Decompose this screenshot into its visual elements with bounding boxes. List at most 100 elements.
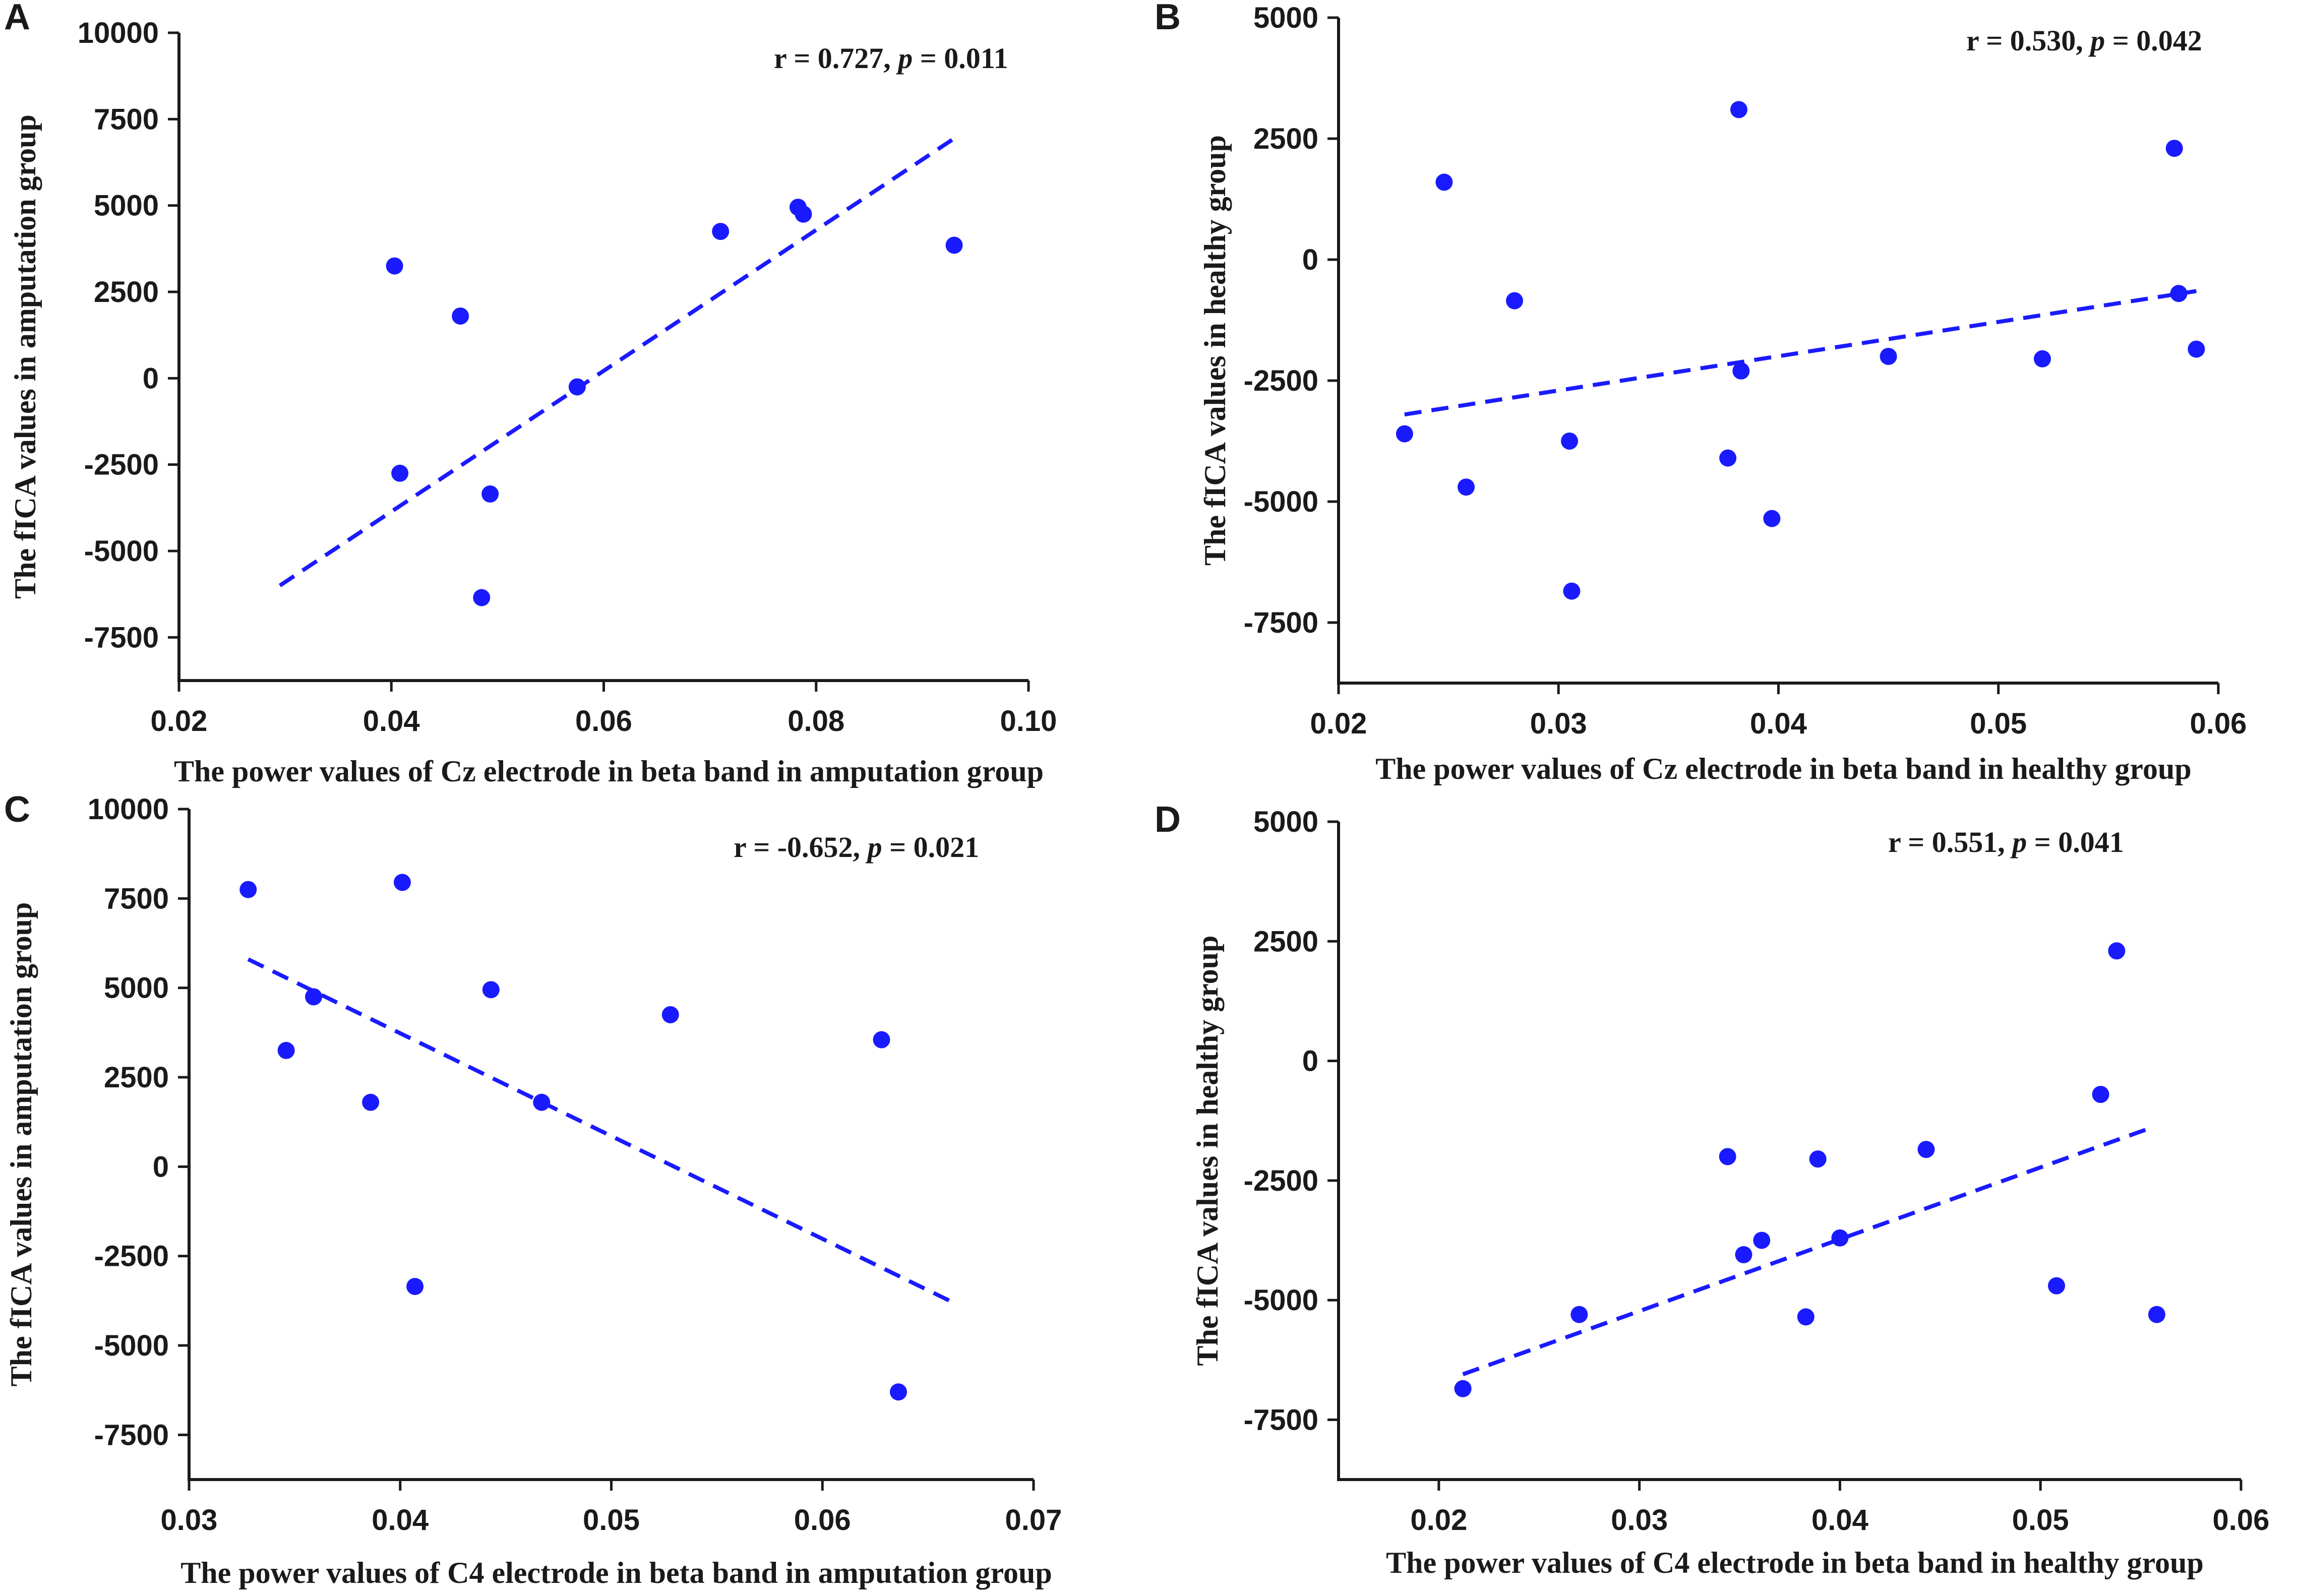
y-axis-title: The fICA values in healthy group [1198, 135, 1232, 566]
x-tick-label: 0.05 [583, 1504, 640, 1537]
y-tick-label: -5000 [1244, 1284, 1318, 1317]
y-tick-label: 0 [153, 1150, 169, 1183]
x-tick-label: 0.05 [1970, 707, 2027, 740]
y-tick-label: 7500 [94, 103, 159, 136]
panel-letter-b: B [1155, 0, 1181, 37]
x-tick-label: 0.02 [1410, 1504, 1467, 1537]
y-tick-label: 10000 [78, 17, 159, 49]
data-point [1809, 1150, 1827, 1168]
panel-letter-a: A [4, 0, 30, 37]
y-tick-label: -2500 [94, 1240, 169, 1273]
data-point [239, 881, 257, 898]
data-point [452, 307, 469, 325]
x-axis-title: The power values of Cz electrode in beta… [1375, 752, 2191, 785]
data-point [277, 1041, 295, 1059]
data-point [2148, 1306, 2165, 1323]
y-tick-label: 10000 [88, 793, 169, 826]
y-tick-label: -2500 [84, 449, 159, 481]
data-point [1506, 292, 1523, 310]
panel-d: D -7500 -5000 -2500 0 2500 5000 0.02 0.03 0.04 0.0… [1155, 800, 2269, 1579]
y-tick-label: -2500 [1244, 364, 1318, 397]
panel-c: C -7500 -5000 -2500 0 2500 5000 7500 10000 0.03 0.… [4, 789, 1062, 1589]
stat-r-value: r = -0.652, [734, 831, 868, 864]
y-tick-label: 0 [1302, 243, 1318, 276]
x-tick-label: 0.06 [2213, 1504, 2270, 1537]
data-point [1753, 1232, 1771, 1249]
data-point [473, 589, 491, 606]
data-point [1719, 1148, 1736, 1165]
data-point [393, 874, 411, 891]
x-tick-label: 0.04 [1750, 707, 1807, 740]
data-point [1763, 510, 1781, 527]
data-point [795, 205, 812, 223]
data-point [1880, 348, 1897, 365]
data-point [362, 1093, 380, 1111]
x-tick-label: 0.06 [2190, 707, 2247, 740]
panel-a: A -7500 -5000 -2500 0 2500 5000 7500 10000 0.02 0.… [4, 0, 1057, 788]
correlation-stat: r = 0.530, p = 0.042 [1966, 24, 2202, 57]
data-point [2108, 942, 2126, 960]
y-tick-label: 2500 [1253, 122, 1318, 155]
data-point [661, 1006, 679, 1023]
y-tick-label: -7500 [1244, 606, 1318, 639]
stat-p-value: = 0.041 [2027, 826, 2124, 858]
x-tick-label: 0.04 [372, 1504, 429, 1537]
stat-r-value: r = 0.530, [1966, 24, 2090, 57]
stat-r-value: r = 0.551, [1888, 826, 2012, 858]
stat-p-value: = 0.011 [913, 42, 1008, 75]
data-point [2188, 340, 2205, 358]
data-point [1730, 101, 1747, 118]
y-tick-label: -5000 [1244, 485, 1318, 518]
x-tick-label: 0.08 [788, 705, 844, 738]
panel-letter-d: D [1155, 800, 1181, 840]
x-tick-label: 0.06 [575, 705, 632, 738]
stat-p-symbol: p [895, 42, 913, 75]
y-tick-label: -5000 [84, 535, 159, 568]
correlation-stat: r = 0.551, p = 0.041 [1888, 826, 2124, 858]
data-point [2048, 1277, 2066, 1295]
data-point [1396, 425, 1413, 443]
data-point [1435, 173, 1453, 191]
data-point [533, 1093, 551, 1111]
data-point [568, 378, 586, 396]
x-tick-label: 0.02 [151, 705, 208, 738]
data-point [1735, 1246, 1752, 1263]
x-tick-label: 0.03 [1611, 1504, 1668, 1537]
data-point [1458, 478, 1475, 496]
stat-r-value: r = 0.727, [774, 42, 898, 75]
y-axis-title: The fICA values in amputation group [9, 114, 42, 599]
y-tick-label: 5000 [94, 190, 159, 222]
y-tick-label: -7500 [84, 621, 159, 654]
data-point [2034, 350, 2051, 367]
data-point [890, 1383, 907, 1401]
data-point [2170, 285, 2188, 302]
data-point [391, 464, 409, 482]
data-point [1831, 1229, 1849, 1247]
x-tick-label: 0.03 [161, 1504, 218, 1537]
stat-p-symbol: p [2088, 24, 2105, 57]
data-point [386, 257, 403, 275]
data-point [406, 1277, 424, 1295]
regression-line [1462, 1126, 2152, 1376]
y-tick-label: -7500 [94, 1419, 169, 1451]
y-tick-label: 5000 [1253, 806, 1318, 838]
data-point [1797, 1308, 1814, 1326]
x-tick-label: 0.04 [1811, 1504, 1868, 1537]
y-tick-label: 0 [1302, 1045, 1318, 1078]
data-point [712, 223, 730, 240]
x-tick-label: 0.05 [2012, 1504, 2069, 1537]
x-axis-title: The power values of C4 electrode in beta… [1386, 1546, 2204, 1579]
x-tick-label: 0.07 [1005, 1504, 1062, 1537]
data-point [2165, 140, 2183, 157]
y-tick-label: 5000 [104, 972, 169, 1005]
data-point [2092, 1085, 2109, 1103]
stat-p-symbol: p [2010, 826, 2027, 858]
stat-p-value: = 0.021 [882, 831, 980, 864]
data-point [1561, 433, 1579, 450]
data-point [1719, 449, 1737, 467]
y-axis-title: The fICA values in healthy group [1191, 935, 1224, 1366]
data-point [873, 1031, 890, 1049]
stat-p-symbol: p [865, 831, 882, 864]
data-point [305, 988, 323, 1006]
y-tick-label: 2500 [1253, 925, 1318, 958]
